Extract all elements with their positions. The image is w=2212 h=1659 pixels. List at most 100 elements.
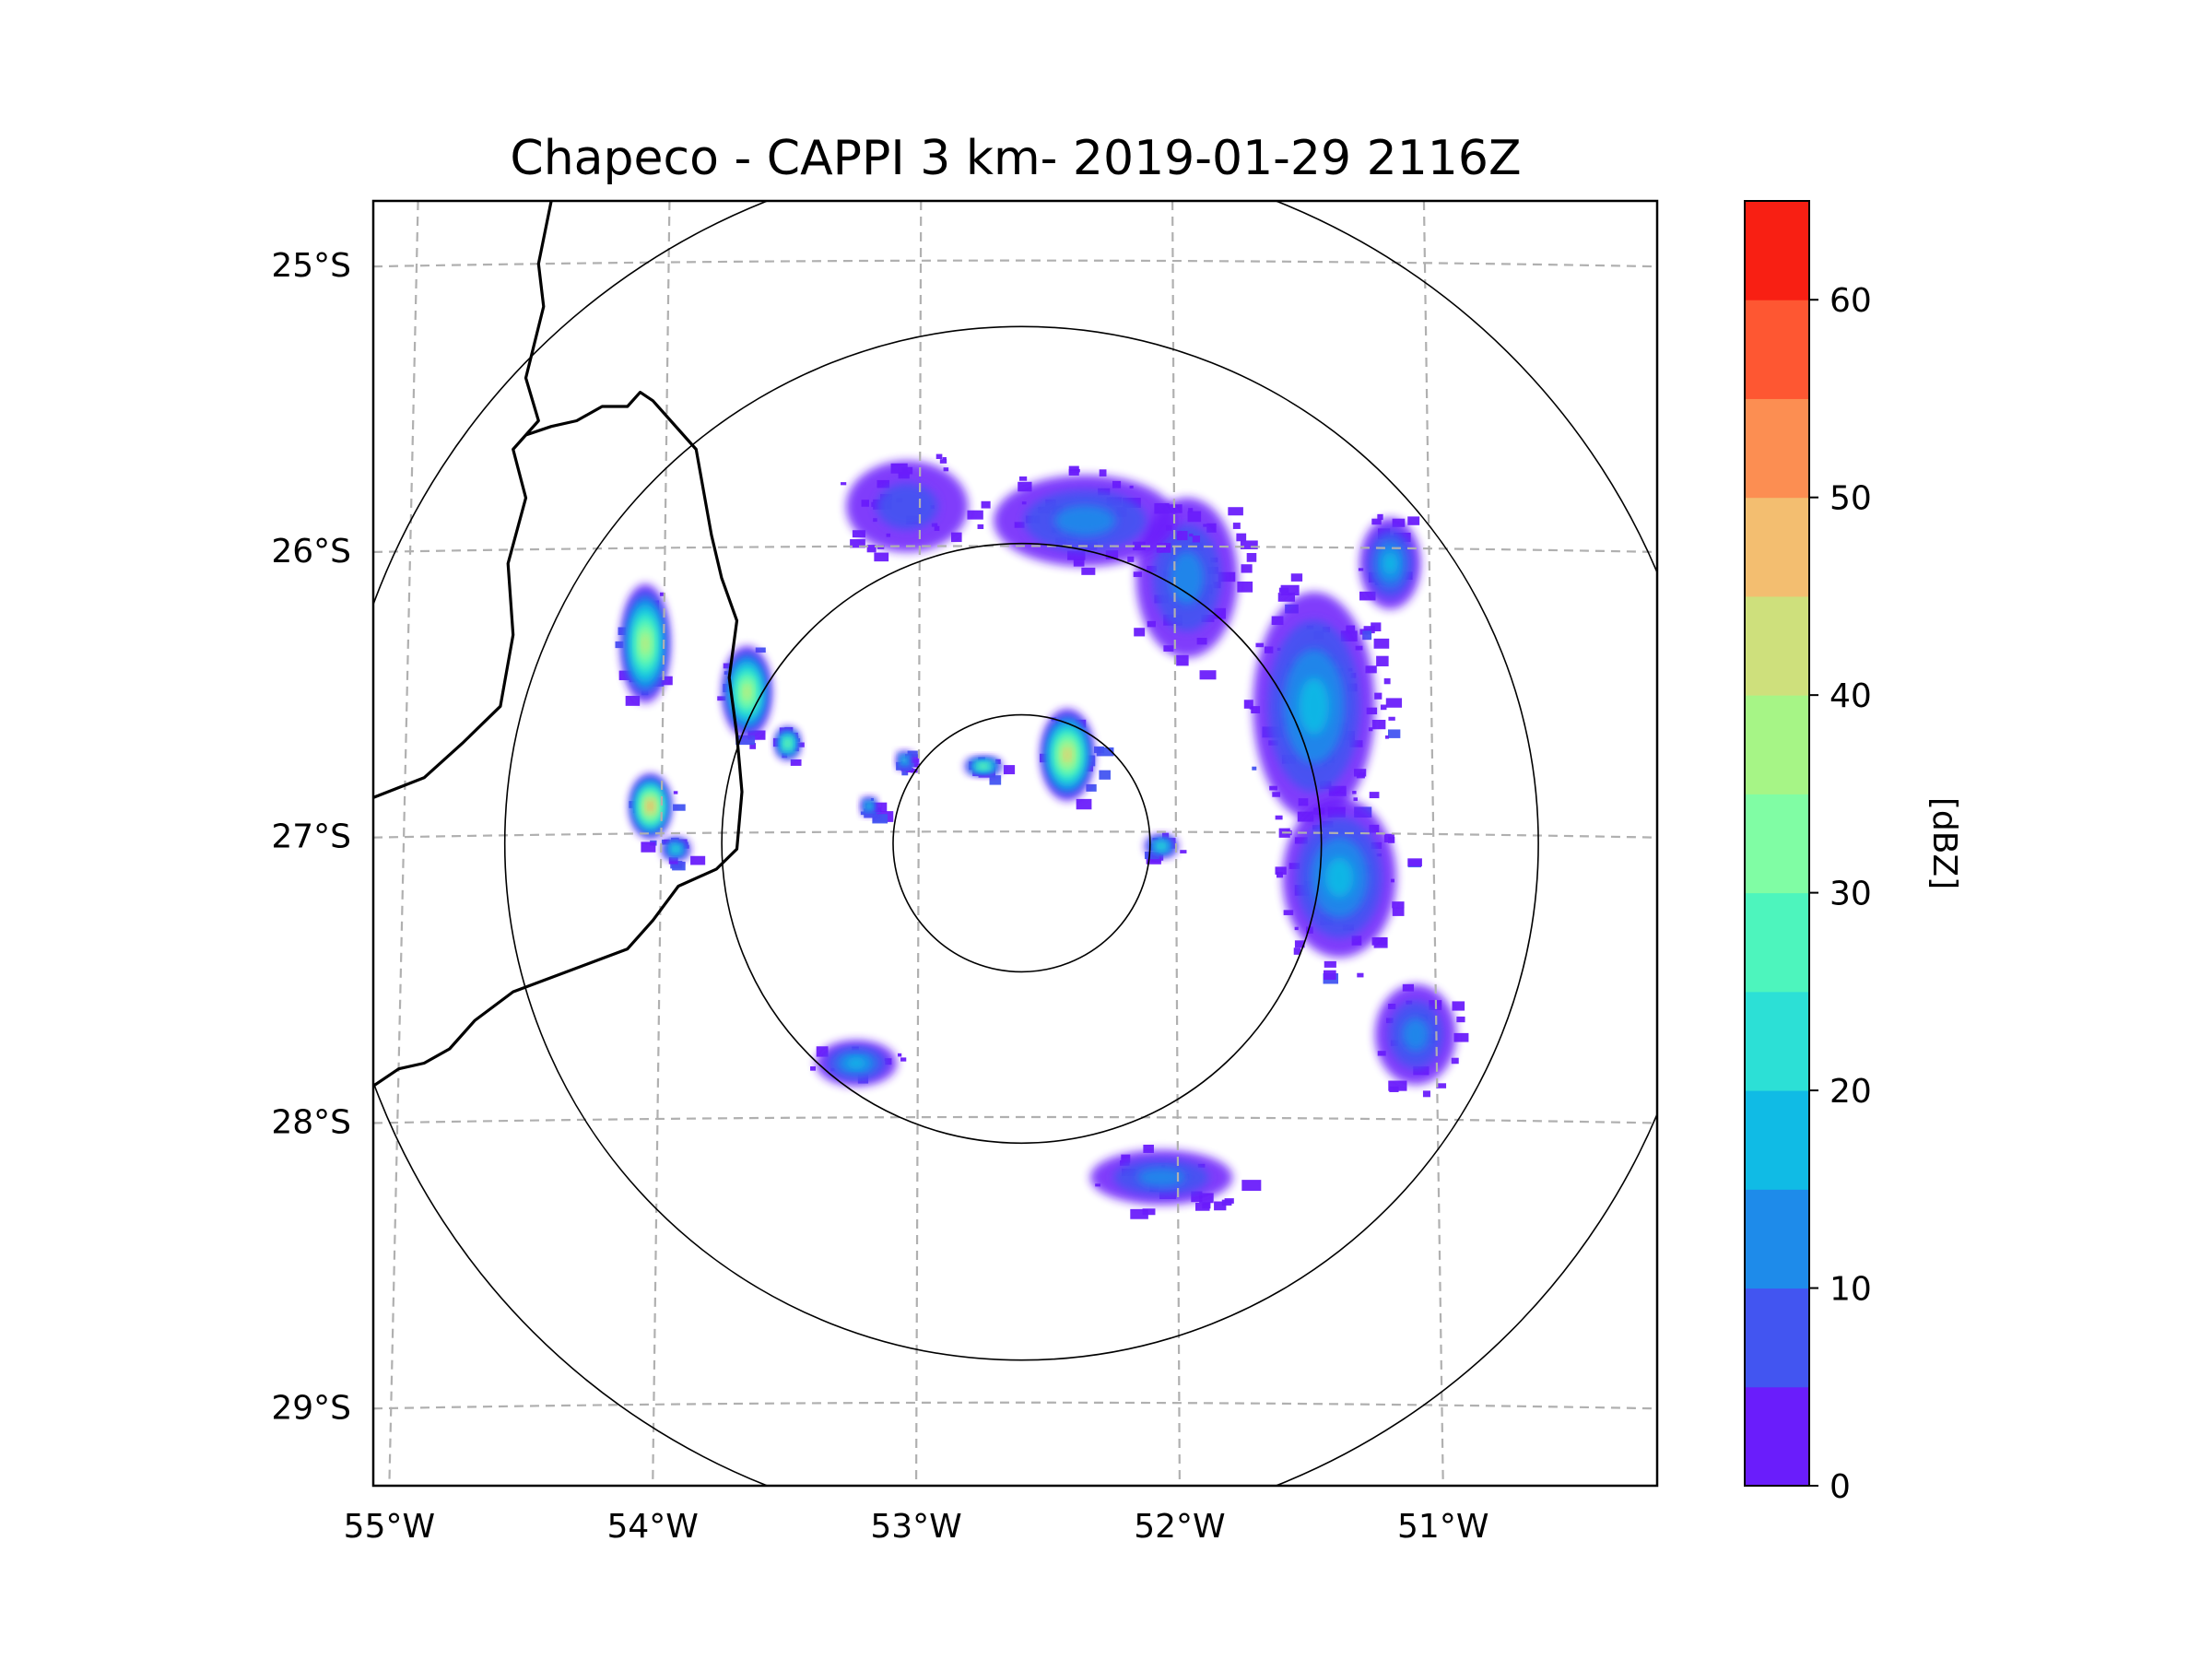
map-area [373, 201, 1657, 1486]
echo-core-level [648, 803, 653, 809]
lon-tick-label: 55°W [344, 1508, 435, 1546]
echo-speck [1018, 476, 1028, 481]
echo-speck [942, 457, 947, 461]
echo-speck [860, 811, 866, 816]
echo-speck [1383, 833, 1394, 843]
echo-core-level [785, 741, 790, 746]
echo-core-level [1159, 844, 1165, 849]
echo-speck [907, 750, 918, 758]
echo-speck [850, 539, 865, 548]
echo-speck [939, 459, 947, 464]
lon-tick-label: 51°W [1397, 1508, 1488, 1546]
echo-speck [1377, 513, 1383, 521]
echo-speck [1324, 970, 1336, 981]
echo-speck [1246, 553, 1257, 562]
echo-speck [747, 730, 766, 740]
echo-speck [1187, 511, 1202, 523]
meridian-line [652, 201, 671, 1486]
colorbar-tick-label: 30 [1830, 876, 1872, 913]
echo-speck [1130, 1208, 1148, 1219]
echo-speck [1363, 626, 1375, 634]
echo-speck [989, 775, 1002, 785]
parallel-line [373, 830, 1657, 839]
echo-speck [1236, 533, 1247, 542]
echo-core-level [1065, 750, 1070, 759]
echo-core-level [1402, 1018, 1430, 1052]
echo-core-level [877, 483, 938, 530]
range-ring [721, 542, 1323, 1145]
echo-speck [935, 453, 943, 459]
range-rings [373, 201, 1657, 1486]
echo-speck [1156, 543, 1171, 553]
meridian-line [1171, 201, 1182, 1486]
colorbar-swatch [1745, 1189, 1809, 1289]
echo-speck [659, 592, 665, 596]
echo-speck [615, 641, 624, 649]
colorbar-swatch [1745, 595, 1809, 696]
echo-spot-a [896, 750, 920, 776]
echo-nw-cell-b [717, 646, 771, 749]
echo-speck [1293, 947, 1301, 955]
echo-speck [1176, 654, 1189, 666]
echo-speck [1456, 1016, 1465, 1023]
echo-speck [1003, 765, 1016, 775]
echo-speck [900, 1057, 907, 1062]
graticule [373, 201, 1657, 1486]
echo-speck [1376, 655, 1389, 666]
echo-core-level [1324, 857, 1354, 898]
echo-speck [1275, 815, 1283, 820]
echo-speck [672, 861, 686, 871]
echo-core-level [846, 1057, 867, 1069]
echo-speck [950, 532, 962, 543]
country-border [373, 201, 553, 799]
echo-speck [1277, 593, 1296, 602]
echo-speck [1143, 1145, 1154, 1153]
echo-core-level [1170, 550, 1205, 605]
echo-speck [1086, 783, 1097, 792]
echo-speck [1252, 766, 1257, 771]
echo-core-level [1137, 1168, 1185, 1187]
echo-speck [1176, 531, 1188, 541]
echo-speck [1373, 936, 1388, 948]
echo-speck [1237, 581, 1253, 593]
echo-core-level [1299, 677, 1330, 735]
echo-speck [943, 467, 949, 472]
echo-speck [874, 552, 889, 562]
map-frame [371, 199, 1659, 1488]
colorbar-label: [dBZ] [1925, 797, 1963, 889]
echo-core-level [744, 687, 750, 698]
state-border-north [373, 391, 744, 1088]
echo-speck [1142, 1208, 1156, 1216]
echo-speck [904, 768, 910, 771]
echo-speck [1352, 791, 1357, 794]
echo-speck [1081, 567, 1096, 575]
echo-speck [871, 802, 888, 812]
parallel-line [373, 259, 1657, 268]
echo-speck [981, 500, 991, 509]
colorbar-swatch [1745, 1288, 1809, 1388]
colorbar-tick-label: 60 [1830, 282, 1872, 320]
echo-speck [1099, 469, 1107, 477]
colorbar-swatch [1745, 991, 1809, 1091]
echo-center-east [1144, 832, 1187, 865]
colorbar-tick-label: 20 [1830, 1073, 1872, 1111]
echo-speck [967, 510, 983, 520]
echo-speck [1357, 972, 1364, 978]
echo-east-band-1 [1243, 573, 1403, 841]
political-borders [373, 201, 744, 1088]
echo-core-level [1382, 552, 1398, 575]
lon-tick-label: 52°W [1134, 1508, 1225, 1546]
echo-speck [1166, 504, 1182, 513]
echo-speck [1192, 535, 1201, 543]
echo-speck [717, 696, 726, 701]
echo-core-level [1054, 505, 1116, 536]
colorbar-swatch [1745, 497, 1809, 597]
echo-speck [1389, 1086, 1399, 1092]
echo-speck [1099, 770, 1111, 780]
echo-speck [1068, 468, 1079, 476]
echo-speck [1453, 1032, 1469, 1042]
echo-speck [1180, 850, 1187, 853]
echo-speck [1194, 1202, 1210, 1211]
echo-speck [1436, 1083, 1447, 1088]
